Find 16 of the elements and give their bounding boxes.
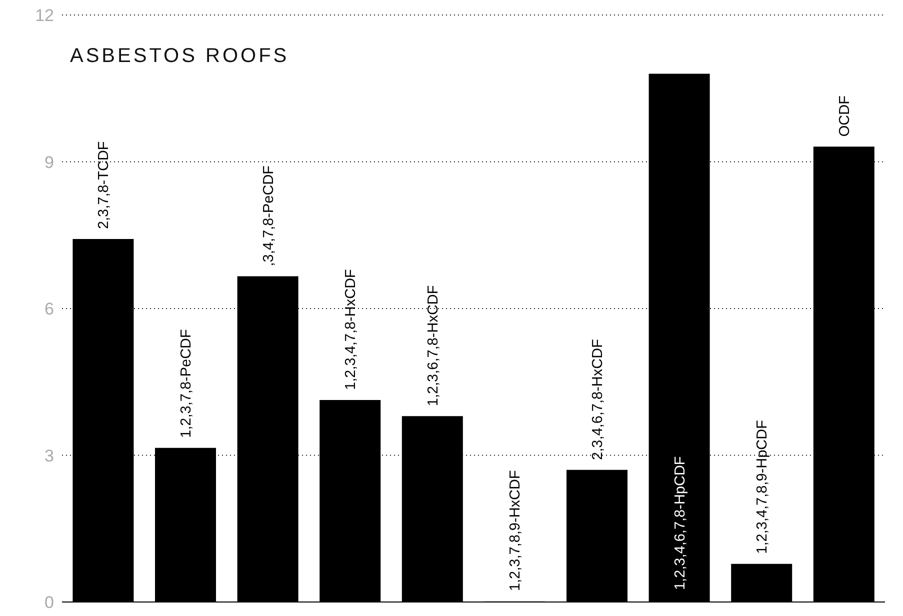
x-tick-label: 1,2,3,4,6,7,8-HpCDF bbox=[672, 456, 688, 590]
x-tick-label: 1,2,3,7,8-PeCDF bbox=[178, 328, 194, 438]
x-tick-label: 1,2,3,4,7,8,9-HpCDF bbox=[754, 420, 771, 554]
x-tick-label: 1,2,3,4,7,8-HxCDF bbox=[343, 268, 360, 390]
y-tick-label: 6 bbox=[44, 300, 54, 319]
x-tick-label: 2,3,7,8-TCDF bbox=[96, 141, 112, 230]
y-tick-label: 0 bbox=[44, 593, 54, 612]
y-tick-label: 12 bbox=[35, 6, 54, 26]
y-tick-label: 3 bbox=[44, 446, 54, 466]
x-tick-label: 1,2,3,6,7,8-HxCDF bbox=[425, 285, 442, 406]
y-tick-label: 9 bbox=[44, 152, 54, 172]
x-tick-label: 2,3,4,6,7,8-HxCDF bbox=[590, 338, 606, 460]
x-tick-label: ,3,4,7,8-PeCDF bbox=[260, 165, 277, 266]
x-tick-label: 1,2,3,7,8,9-HxCDF bbox=[508, 470, 524, 592]
x-tick-label: OCDF bbox=[836, 95, 853, 137]
text: ASBESTOS ROOFS bbox=[70, 45, 290, 67]
